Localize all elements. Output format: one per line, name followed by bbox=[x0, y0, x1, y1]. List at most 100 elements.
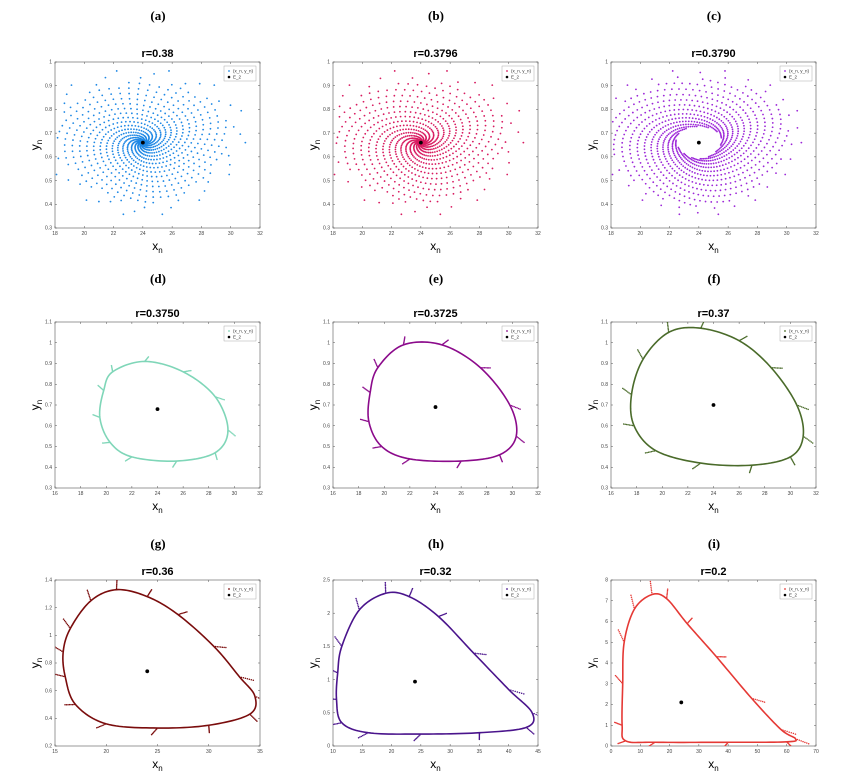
trajectory-point bbox=[758, 699, 760, 702]
trajectory-point bbox=[387, 184, 390, 186]
trajectory-point bbox=[761, 174, 764, 176]
y-tick-label: 3 bbox=[605, 681, 608, 687]
trajectory-point bbox=[114, 159, 117, 162]
trajectory-point bbox=[771, 157, 773, 160]
trajectory-point bbox=[455, 95, 458, 98]
trajectory-point bbox=[128, 138, 130, 140]
trajectory-point bbox=[430, 98, 433, 101]
trajectory-point bbox=[445, 194, 448, 196]
trajectory-point bbox=[685, 123, 687, 126]
legend-marker-trajectory bbox=[784, 330, 786, 332]
x-tick-label: 20 bbox=[103, 491, 109, 497]
y-axis-label: yn bbox=[306, 658, 322, 668]
trajectory-point bbox=[200, 148, 203, 150]
legend-label-equilibrium: E_2 bbox=[511, 593, 520, 598]
panel-letter: (c) bbox=[707, 8, 721, 23]
trajectory-point bbox=[114, 138, 117, 141]
trajectory-point bbox=[164, 112, 167, 115]
trajectory-point bbox=[545, 718, 547, 720]
trajectory-point bbox=[136, 103, 139, 106]
trajectory-point bbox=[492, 125, 495, 128]
trajectory-point bbox=[156, 166, 159, 169]
trajectory-point bbox=[671, 149, 674, 151]
trajectory-point bbox=[672, 129, 675, 132]
trajectory-point bbox=[650, 450, 653, 453]
trajectory-point bbox=[703, 160, 706, 162]
trajectory-point bbox=[759, 140, 762, 143]
trajectory-point bbox=[631, 161, 634, 164]
trajectory-point bbox=[344, 120, 347, 123]
trajectory-point bbox=[143, 99, 146, 102]
trajectory-point bbox=[459, 184, 461, 187]
trajectory-point bbox=[185, 138, 188, 140]
trajectory-point bbox=[187, 184, 190, 187]
y-tick-label: 2 bbox=[605, 702, 608, 708]
trajectory-point bbox=[413, 101, 416, 103]
trajectory-point bbox=[431, 194, 434, 197]
trajectory-point bbox=[150, 149, 153, 151]
trajectory-point bbox=[784, 729, 786, 732]
legend-label-equilibrium: E_2 bbox=[789, 75, 798, 80]
trajectory-point bbox=[802, 740, 804, 743]
trajectory-point bbox=[383, 140, 386, 142]
trajectory-point bbox=[688, 169, 691, 172]
trajectory-point bbox=[671, 145, 674, 148]
trajectory-point bbox=[239, 133, 242, 136]
trajectory-point bbox=[195, 181, 197, 183]
trajectory-point bbox=[706, 120, 708, 123]
trajectory-point bbox=[685, 162, 688, 165]
trajectory-point bbox=[645, 125, 648, 127]
trajectory-point bbox=[433, 141, 435, 144]
trajectory-point bbox=[443, 613, 445, 616]
trajectory-point bbox=[135, 166, 138, 169]
trajectory-point bbox=[716, 127, 719, 130]
trajectory-point bbox=[96, 101, 99, 104]
trajectory-point bbox=[104, 133, 107, 136]
trajectory-point bbox=[677, 179, 679, 182]
trajectory-point bbox=[183, 611, 186, 614]
trajectory-point bbox=[124, 170, 127, 173]
trajectory-point bbox=[94, 137, 97, 140]
trajectory-point bbox=[126, 158, 129, 161]
x-tick-label: 20 bbox=[389, 749, 395, 755]
trajectory-point bbox=[147, 110, 150, 113]
trajectory-point bbox=[658, 106, 661, 109]
trajectory-point bbox=[670, 127, 672, 129]
trajectory-point bbox=[159, 131, 162, 134]
trajectory-point bbox=[733, 175, 736, 178]
trajectory-point bbox=[152, 146, 155, 148]
trajectory-point bbox=[681, 116, 684, 119]
trajectory-point bbox=[132, 159, 135, 162]
trajectory-point bbox=[437, 131, 440, 134]
trajectory-point bbox=[673, 104, 676, 107]
trajectory-point bbox=[737, 132, 739, 135]
panel-letter: (e) bbox=[429, 271, 443, 286]
trajectory-point bbox=[76, 129, 78, 132]
trajectory-point bbox=[133, 134, 136, 137]
trajectory-point bbox=[402, 342, 405, 345]
trajectory-point bbox=[159, 122, 162, 125]
x-tick-label: 30 bbox=[696, 749, 702, 755]
trajectory-point bbox=[465, 139, 468, 141]
trajectory-point bbox=[752, 698, 755, 700]
y-tick-label: 1 bbox=[605, 60, 608, 66]
trajectory-point bbox=[691, 109, 694, 111]
trajectory-point bbox=[468, 153, 471, 156]
trajectory-point bbox=[72, 156, 75, 159]
trajectory-point bbox=[216, 115, 219, 117]
trajectory-point bbox=[110, 179, 113, 182]
trajectory-point bbox=[654, 119, 657, 121]
trajectory-point bbox=[193, 116, 195, 119]
trajectory-point bbox=[66, 623, 69, 626]
x-axis-label-sub: n bbox=[714, 764, 718, 773]
trajectory-point bbox=[664, 120, 667, 123]
trajectory-point bbox=[710, 154, 713, 157]
trajectory-point bbox=[202, 176, 205, 179]
trajectory-point bbox=[124, 460, 127, 462]
trajectory-point bbox=[156, 154, 158, 157]
trajectory-point bbox=[740, 190, 743, 193]
trajectory-point bbox=[92, 96, 95, 99]
trajectory-point bbox=[122, 144, 125, 147]
equilibrium-point bbox=[155, 407, 160, 412]
